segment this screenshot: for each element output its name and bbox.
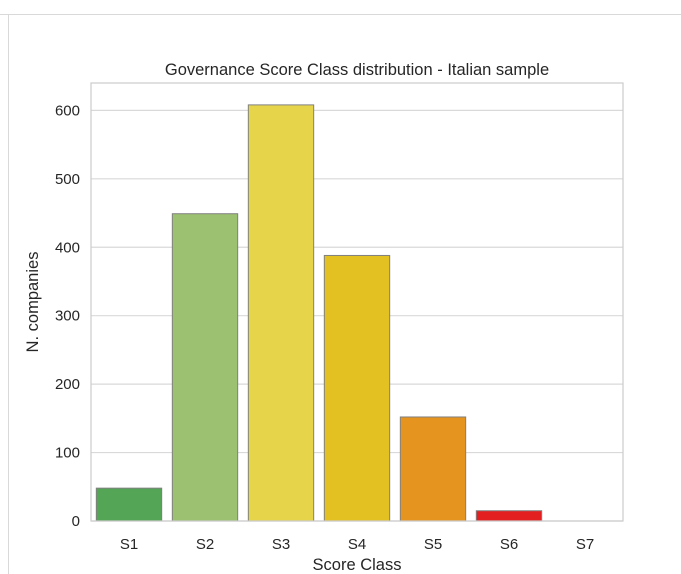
x-tick-label: S6 [500,536,518,553]
plot-border [90,82,624,522]
y-axis-label: N. companies [24,252,42,353]
y-tick-label: 600 [55,102,80,119]
x-tick-label: S3 [272,536,290,553]
x-tick-label: S7 [576,536,594,553]
x-tick-label: S5 [424,536,442,553]
x-axis-label: Score Class [313,556,402,574]
screenshot-frame-top [0,14,681,15]
x-tick-label: S4 [348,536,366,553]
bar-s1 [95,487,163,522]
x-tick-label: S2 [196,536,214,553]
y-tick-label: 300 [55,308,80,325]
x-tick-label: S1 [120,536,138,553]
x-tick-labels: S1 S2 S3 S4 S5 S6 S7 [120,536,594,553]
bar-s5 [399,416,467,522]
screenshot-frame-left [8,14,9,574]
y-tick-label: 400 [55,239,80,256]
y-tick-label: 0 [72,513,80,530]
bar-s2 [171,213,239,522]
y-tick-labels: 0 100 200 300 400 500 600 [55,102,80,530]
bar-s3 [247,104,315,522]
y-tick-label: 200 [55,376,80,393]
y-tick-label: 100 [55,445,80,462]
bars [95,104,543,522]
y-tick-label: 500 [55,171,80,188]
bar-s4 [323,254,391,522]
chart-title: Governance Score Class distribution - It… [165,61,549,79]
bar-s6 [475,510,543,522]
